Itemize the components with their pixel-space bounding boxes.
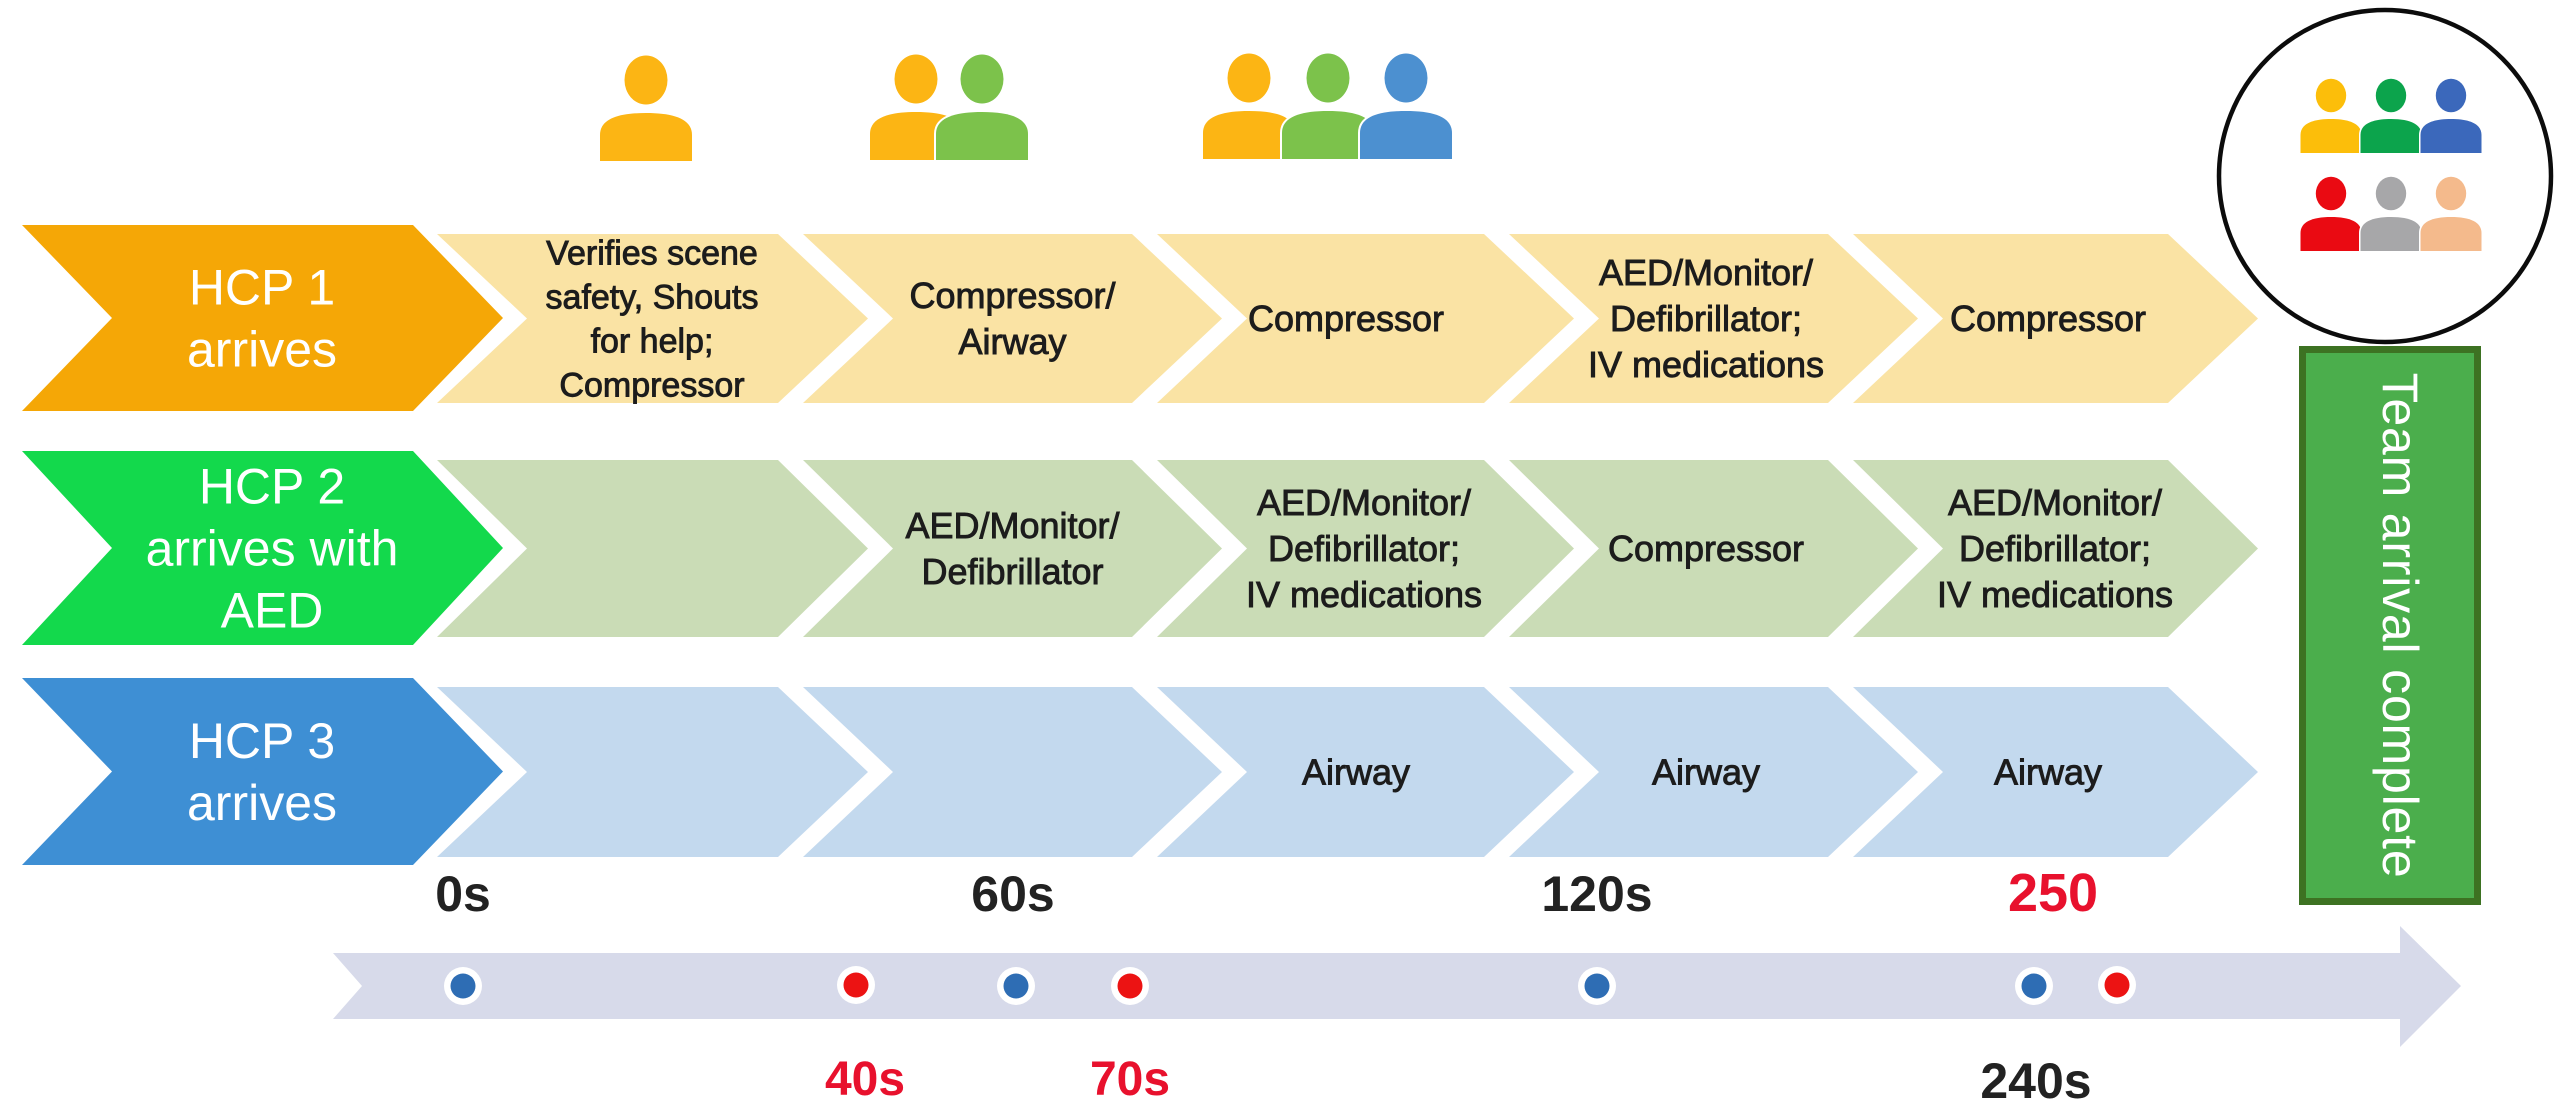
svg-text:40s: 40s: [825, 1053, 905, 1106]
svg-text:Compressor/Airway: Compressor/Airway: [909, 275, 1115, 362]
svg-text:120s: 120s: [1541, 866, 1652, 922]
svg-text:AED/Monitor/Defibrillator: AED/Monitor/Defibrillator: [905, 505, 1119, 592]
svg-text:70s: 70s: [1090, 1053, 1170, 1106]
svg-text:0s: 0s: [435, 866, 491, 922]
svg-text:Compressor: Compressor: [1950, 298, 2146, 339]
svg-text:Airway: Airway: [1652, 752, 1760, 793]
svg-text:Airway: Airway: [1994, 752, 2102, 793]
svg-text:60s: 60s: [971, 866, 1054, 922]
svg-text:Airway: Airway: [1302, 752, 1410, 793]
svg-text:Team arrival complete: Team arrival complete: [2372, 373, 2428, 879]
svg-text:250: 250: [2008, 863, 2098, 923]
svg-text:AED/Monitor/Defibrillator;IV m: AED/Monitor/Defibrillator; IV medications: [1246, 482, 1482, 615]
svg-text:AED/Monitor/Defibrillator;IV m: AED/Monitor/Defibrillator; IV medications: [1937, 482, 2173, 615]
svg-text:Compressor: Compressor: [1248, 298, 1444, 339]
svg-text:AED/Monitor/Defibrillator;IV m: AED/Monitor/Defibrillator; IV medications: [1588, 252, 1824, 385]
svg-text:Compressor: Compressor: [1608, 528, 1804, 569]
svg-text:240s: 240s: [1980, 1053, 2091, 1109]
